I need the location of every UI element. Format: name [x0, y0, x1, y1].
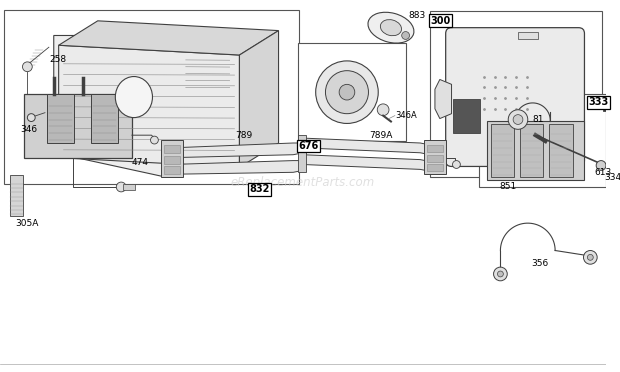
Polygon shape: [59, 45, 239, 167]
Bar: [453, 99, 480, 133]
Text: 346A: 346A: [395, 111, 417, 120]
Bar: [427, 155, 443, 161]
Polygon shape: [239, 31, 278, 167]
Bar: [123, 184, 135, 190]
Bar: [479, 94, 606, 187]
Bar: [47, 94, 74, 143]
Text: 789: 789: [236, 131, 253, 140]
Circle shape: [453, 161, 460, 169]
Bar: [298, 43, 405, 141]
Circle shape: [596, 161, 606, 170]
Text: 832: 832: [249, 184, 270, 194]
Ellipse shape: [380, 20, 402, 36]
Polygon shape: [171, 161, 303, 174]
Polygon shape: [454, 35, 582, 163]
Bar: [487, 122, 585, 180]
Circle shape: [583, 250, 597, 264]
Text: eReplacementParts.com: eReplacementParts.com: [231, 176, 375, 189]
Circle shape: [497, 271, 503, 277]
Bar: [164, 156, 180, 164]
Text: 346: 346: [20, 125, 38, 134]
Circle shape: [316, 61, 378, 124]
Text: 613: 613: [594, 168, 611, 177]
Circle shape: [587, 254, 593, 260]
Bar: [164, 166, 180, 174]
Bar: [490, 124, 514, 177]
Text: 333: 333: [588, 97, 609, 107]
Bar: [427, 145, 443, 152]
Polygon shape: [435, 80, 451, 119]
Ellipse shape: [115, 77, 153, 118]
Bar: [549, 124, 573, 177]
Bar: [520, 124, 543, 177]
Polygon shape: [303, 155, 430, 171]
Circle shape: [151, 136, 158, 144]
Circle shape: [377, 104, 389, 116]
Bar: [424, 140, 446, 174]
Text: 334: 334: [604, 173, 620, 182]
Circle shape: [508, 110, 528, 129]
Text: 356: 356: [531, 259, 548, 268]
Bar: [518, 32, 538, 39]
Bar: [4, 10, 299, 184]
Bar: [298, 135, 306, 172]
Text: 789A: 789A: [370, 131, 393, 140]
Circle shape: [402, 32, 410, 39]
Circle shape: [494, 267, 507, 281]
Polygon shape: [54, 35, 239, 177]
Text: 851: 851: [500, 183, 517, 192]
Text: 81: 81: [533, 115, 544, 124]
Bar: [427, 164, 443, 171]
Text: 676: 676: [298, 141, 318, 151]
Text: 305A: 305A: [16, 219, 39, 228]
Circle shape: [326, 71, 368, 114]
Text: 474: 474: [132, 158, 149, 167]
Text: 258: 258: [49, 55, 66, 64]
FancyBboxPatch shape: [446, 28, 585, 166]
Bar: [430, 11, 602, 177]
Ellipse shape: [368, 12, 414, 43]
Circle shape: [513, 115, 523, 124]
Bar: [10, 175, 24, 216]
Bar: [161, 140, 183, 177]
Circle shape: [339, 84, 355, 100]
Polygon shape: [59, 21, 278, 55]
Bar: [24, 94, 132, 158]
Text: 883: 883: [409, 12, 426, 20]
Polygon shape: [303, 138, 430, 155]
Text: 300: 300: [430, 16, 450, 26]
Circle shape: [27, 114, 35, 122]
Bar: [91, 94, 118, 143]
Polygon shape: [171, 143, 303, 158]
Bar: [164, 145, 180, 153]
Circle shape: [117, 182, 126, 192]
Circle shape: [22, 62, 32, 72]
